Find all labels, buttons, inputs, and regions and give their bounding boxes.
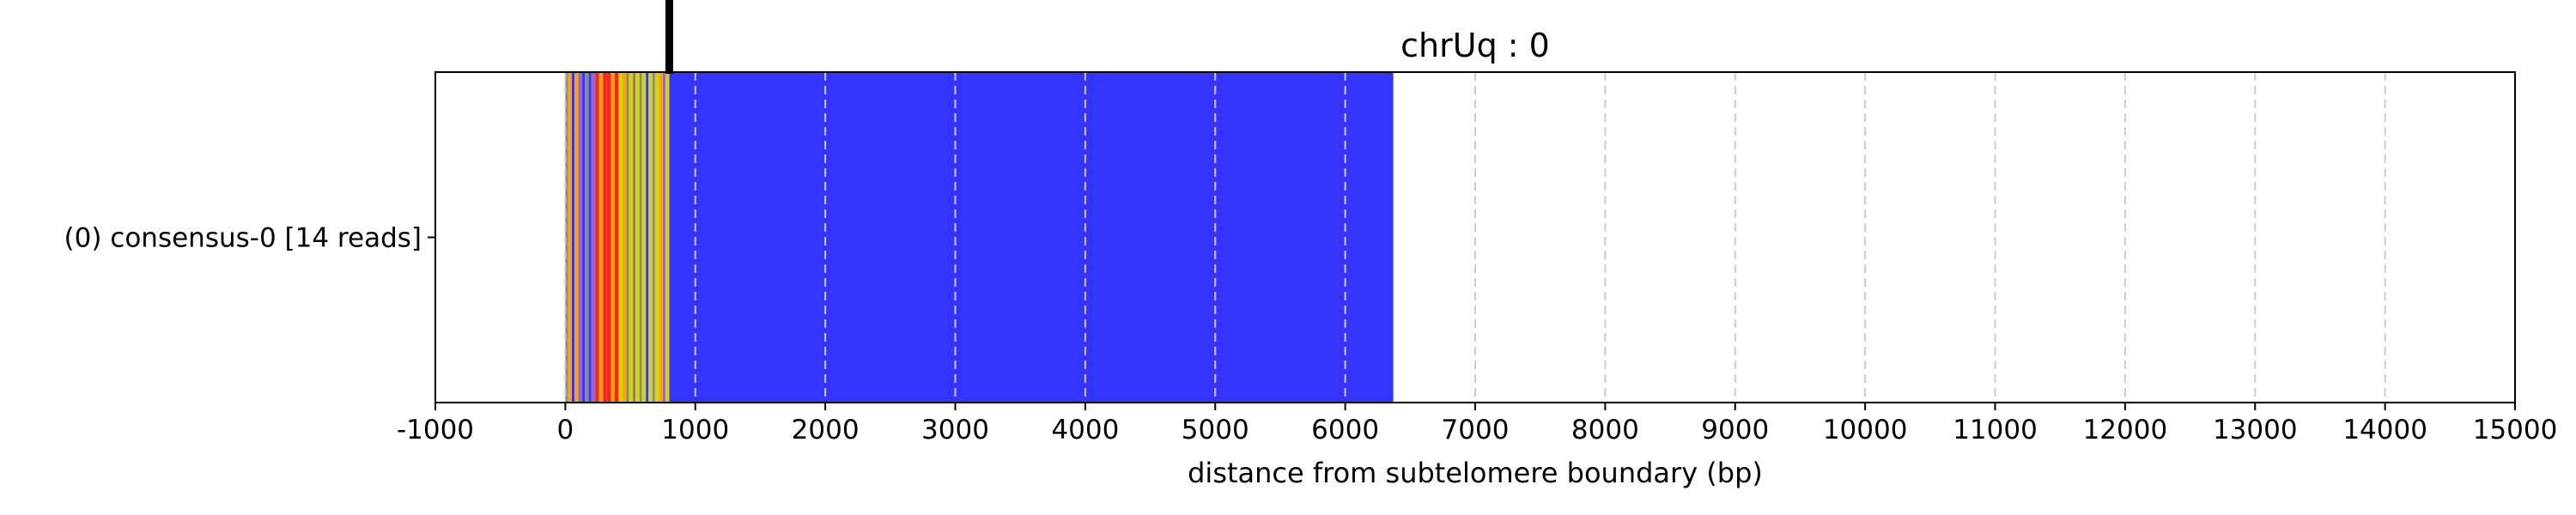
bar-segment-28 <box>662 72 665 403</box>
bar-segment-15 <box>618 72 623 403</box>
bar-segment-7 <box>588 72 592 403</box>
bar-segment-13 <box>611 72 615 403</box>
bar-segment-16 <box>622 72 627 403</box>
bar-segment-10 <box>598 72 604 403</box>
y-tick-label-0: (0) consensus-0 [14 reads] <box>64 223 422 254</box>
bar-segment-18 <box>629 72 634 403</box>
x-tick-label-5: 4000 <box>1051 415 1119 445</box>
bar-segments <box>565 72 1394 403</box>
bar-segment-9 <box>595 72 599 403</box>
bar-segment-11 <box>603 72 607 403</box>
bar-segment-24 <box>648 72 653 403</box>
x-tick-label-8: 7000 <box>1442 415 1510 445</box>
bar-segment-6 <box>585 72 589 403</box>
x-tick-label-14: 13000 <box>2213 415 2298 445</box>
x-tick-label-1: 0 <box>557 415 574 445</box>
x-tick-label-2: 1000 <box>661 415 729 445</box>
x-axis-ticks: -1000 0 1000 2000 3000 4000 5000 6000 7000 8000 90… <box>397 403 2557 445</box>
x-tick-label-13: 12000 <box>2083 415 2168 445</box>
chart-title: chrUq : 0 <box>1400 27 1550 64</box>
x-tick-label-6: 5000 <box>1182 415 1249 445</box>
x-tick-label-9: 8000 <box>1571 415 1639 445</box>
bar-segment-26 <box>654 72 659 403</box>
x-tick-label-12: 11000 <box>1953 415 2038 445</box>
bar-segment-4 <box>578 72 583 403</box>
x-tick-label-10: 9000 <box>1701 415 1769 445</box>
x-tick-label-11: 10000 <box>1823 415 1908 445</box>
bar-segment-20 <box>635 72 640 403</box>
bar-segment-27 <box>659 72 663 403</box>
bar-segment-23 <box>646 72 649 403</box>
bar-segment-21 <box>639 72 642 403</box>
bar-segment-30 <box>669 72 1394 403</box>
grid-lines-overlay <box>564 72 2386 403</box>
x-tick-label-3: 2000 <box>792 415 860 445</box>
y-axis-ticks: (0) consensus-0 [14 reads] <box>64 223 435 254</box>
bar-segment-0 <box>565 72 568 403</box>
bar-segment-29 <box>665 72 670 403</box>
bar-segment-22 <box>641 72 647 403</box>
bar-segment-12 <box>606 72 611 403</box>
x-tick-label-0: -1000 <box>397 415 474 445</box>
bar-segment-3 <box>574 72 579 403</box>
bar-segment-14 <box>614 72 619 403</box>
bar-segment-25 <box>652 72 655 403</box>
x-tick-label-7: 6000 <box>1311 415 1379 445</box>
bar-segment-19 <box>633 72 636 403</box>
bar-segment-5 <box>582 72 586 403</box>
bar-segment-17 <box>626 72 629 403</box>
bar-segment-8 <box>591 72 596 403</box>
x-axis-label: distance from subtelomere boundary (bp) <box>1188 457 1763 489</box>
x-tick-label-16: 15000 <box>2473 415 2558 445</box>
bar-segment-2 <box>571 72 574 403</box>
x-tick-label-4: 3000 <box>921 415 989 445</box>
bar-segment-1 <box>568 72 572 403</box>
x-tick-label-15: 14000 <box>2342 415 2427 445</box>
